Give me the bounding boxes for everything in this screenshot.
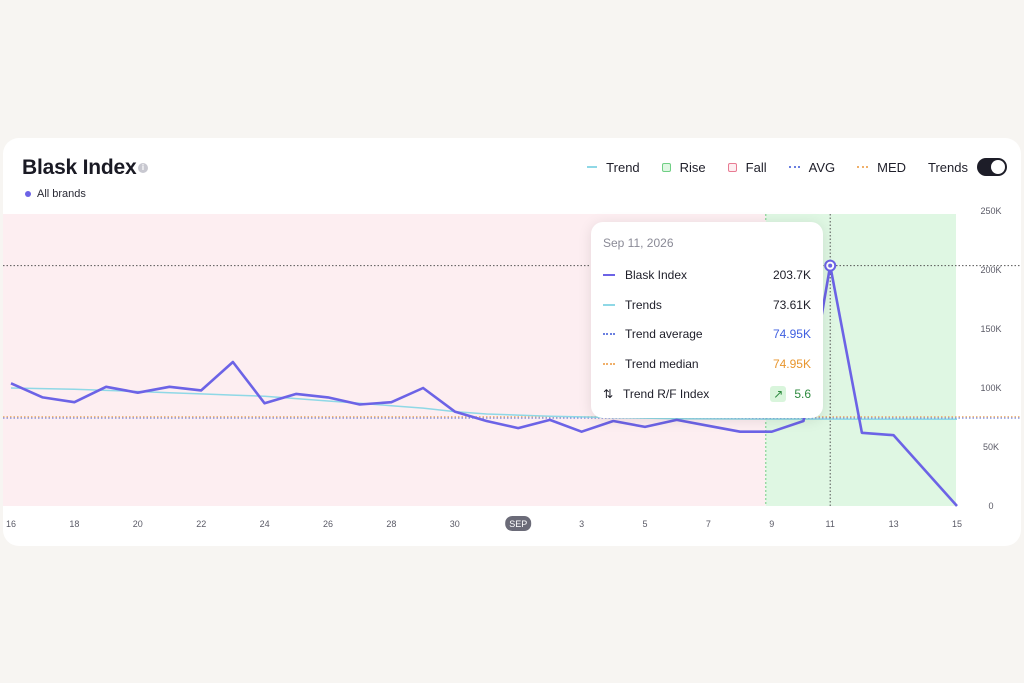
x-tick-label: 30 [450, 519, 460, 529]
tooltip-label: Trend average [625, 327, 703, 341]
y-tick-label: 100K [980, 383, 1001, 393]
tooltip-value: 5.6 [794, 387, 811, 401]
legend-avg-label: AVG [808, 159, 836, 175]
x-tick-label: 20 [133, 519, 143, 529]
x-tick-label: SEP [509, 519, 527, 529]
tooltip-label: Trend median [625, 357, 699, 371]
tooltip-row-rf-index: ⇅ Trend R/F Index ↗ 5.6 [603, 384, 811, 404]
legend-med[interactable]: MED [857, 160, 906, 175]
tooltip-date: Sep 11, 2026 [603, 236, 674, 250]
y-tick-label: 150K [980, 324, 1001, 334]
trends-toggle[interactable] [977, 158, 1007, 176]
y-tick-label: 200K [980, 265, 1001, 275]
legend: Trend Rise Fall AVG MED Trends [587, 158, 1007, 176]
legend-fall-label: Fall [745, 159, 767, 175]
y-tick-label: 50K [983, 442, 999, 452]
avg-dotted-icon [788, 166, 800, 168]
tooltip-value: 203.7K [772, 268, 811, 282]
brand-filter-label: All brands [37, 188, 86, 200]
sep-month-badge [505, 516, 532, 531]
x-tick-label: 22 [196, 519, 206, 529]
highlight-point-center [828, 263, 833, 268]
x-tick-label: 9 [769, 519, 774, 529]
tooltip-row-trends: Trends 73.61K [603, 295, 811, 315]
trends-toggle-group: Trends [928, 158, 1007, 176]
y-tick-label: 250K [980, 206, 1001, 216]
rise-box-icon [661, 162, 671, 172]
trends-toggle-label: Trends [928, 159, 968, 175]
legend-rise[interactable]: Rise [661, 159, 706, 175]
brand-dot-icon [25, 191, 31, 197]
x-tick-label: 7 [706, 519, 711, 529]
x-tick-label: 18 [69, 519, 79, 529]
info-icon[interactable]: i [138, 163, 148, 173]
legend-trend[interactable]: Trend [587, 159, 640, 175]
fall-box-icon [727, 162, 737, 172]
tooltip-row-median: Trend median 74.95K [603, 354, 811, 374]
legend-rise-label: Rise [679, 159, 706, 175]
x-tick-label: 26 [323, 519, 333, 529]
legend-trend-label: Trend [606, 159, 640, 175]
x-tick-label: 15 [952, 519, 962, 529]
tooltip-value: 73.61K [772, 298, 811, 312]
x-tick-label: 16 [6, 519, 16, 529]
brand-filter[interactable]: All brands [25, 188, 86, 200]
toggle-knob [991, 160, 1005, 174]
x-tick-label: 3 [579, 519, 584, 529]
tooltip-row-average: Trend average 74.95K [603, 324, 811, 344]
trend-line-icon [587, 166, 598, 168]
x-tick-label: 5 [642, 519, 647, 529]
tooltip-value: 74.95K [772, 357, 811, 371]
x-tick-label: 24 [260, 519, 270, 529]
tooltip-label: Blask Index [625, 268, 688, 282]
chart-plot[interactable]: 250K 200K 150K 100K 50K 0 16 18 20 22 24 26 28 30 SEP 3… [3, 138, 1021, 546]
tooltip-row-index: Blask Index 203.7K [603, 265, 811, 285]
tooltip-label: Trend R/F Index [623, 387, 710, 401]
index-series-line [10, 264, 958, 507]
x-tick-label: 13 [889, 519, 899, 529]
arrow-up-right-icon: ↗ [770, 386, 787, 402]
y-tick-label: 0 [988, 501, 993, 511]
legend-fall[interactable]: Fall [727, 159, 767, 175]
med-dotted-icon [603, 363, 615, 365]
x-tick-label: 28 [386, 519, 396, 529]
avg-dotted-icon [603, 333, 615, 335]
tooltip-value: 74.95K [772, 327, 811, 341]
tooltip-label: Trends [625, 298, 662, 312]
chart-tooltip: Sep 11, 2026 Blask Index 203.7K Trends 7… [591, 222, 823, 418]
swap-arrows-icon: ⇅ [603, 387, 614, 401]
legend-med-label: MED [877, 159, 907, 175]
x-tick-label: 11 [826, 519, 835, 529]
index-line-icon [603, 274, 615, 276]
legend-avg[interactable]: AVG [788, 159, 836, 175]
chart-title: Blask Index [22, 156, 137, 179]
trend-line-icon [603, 304, 615, 306]
med-dotted-icon [857, 166, 869, 168]
chart-card: Blask Index i All brands Trend Rise Fall… [3, 138, 1021, 546]
